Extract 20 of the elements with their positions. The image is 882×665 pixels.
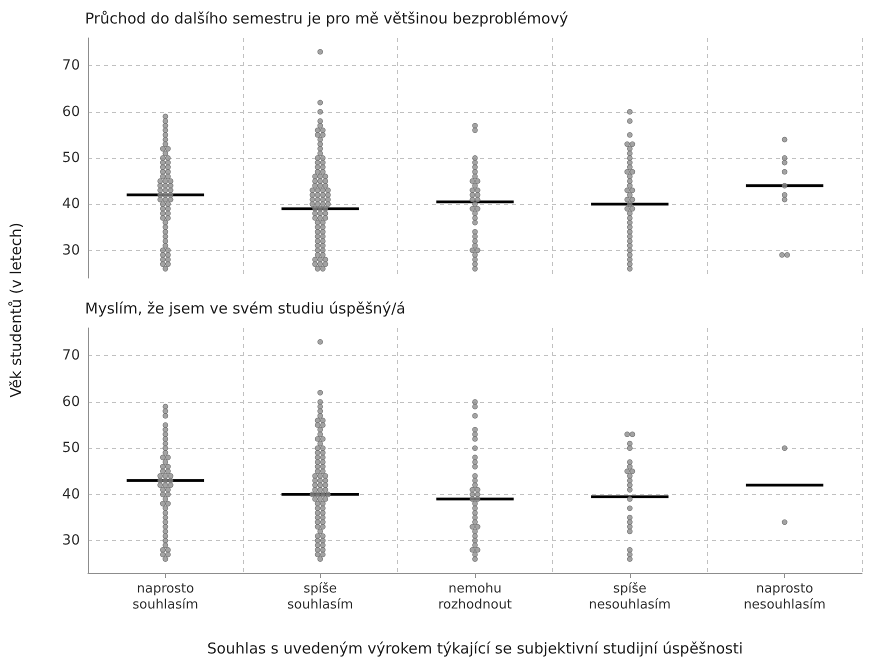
y-tick-label: 30	[62, 532, 80, 549]
y-tick-label: 70	[62, 58, 80, 74]
x-tick-label: naprosto nesouhlasím	[744, 582, 826, 612]
y-tick-label: 40	[62, 196, 80, 212]
x-tick-label: spíše nesouhlasím	[588, 582, 671, 612]
y-tick-label: 50	[62, 150, 80, 166]
y-tick-label: 50	[62, 440, 80, 456]
x-tick-label: spíše souhlasím	[287, 582, 354, 612]
chart-title: Průchod do dalšího semestru je pro mě většinou bezproblémový	[85, 10, 568, 28]
y-tick-label: 60	[62, 394, 80, 410]
x-tick-label: naprosto souhlasím	[132, 582, 198, 612]
chart-title: Myslím, že jsem ve svém studiu úspěšný/á	[85, 300, 406, 318]
y-tick-label: 30	[62, 242, 80, 258]
bar	[746, 484, 824, 487]
y-tick-label: 70	[62, 348, 80, 364]
x-axis-title: Souhlas s uvedeným výrokem týkající se subjektivní studijní úspěšnosti	[207, 640, 743, 658]
x-tick-label: nemohu rozhodnout	[438, 582, 512, 612]
y-axis-title: Věk studentů (v letech)	[6, 222, 26, 400]
y-tick-label: 40	[62, 486, 80, 502]
y-tick-label: 60	[62, 104, 80, 120]
